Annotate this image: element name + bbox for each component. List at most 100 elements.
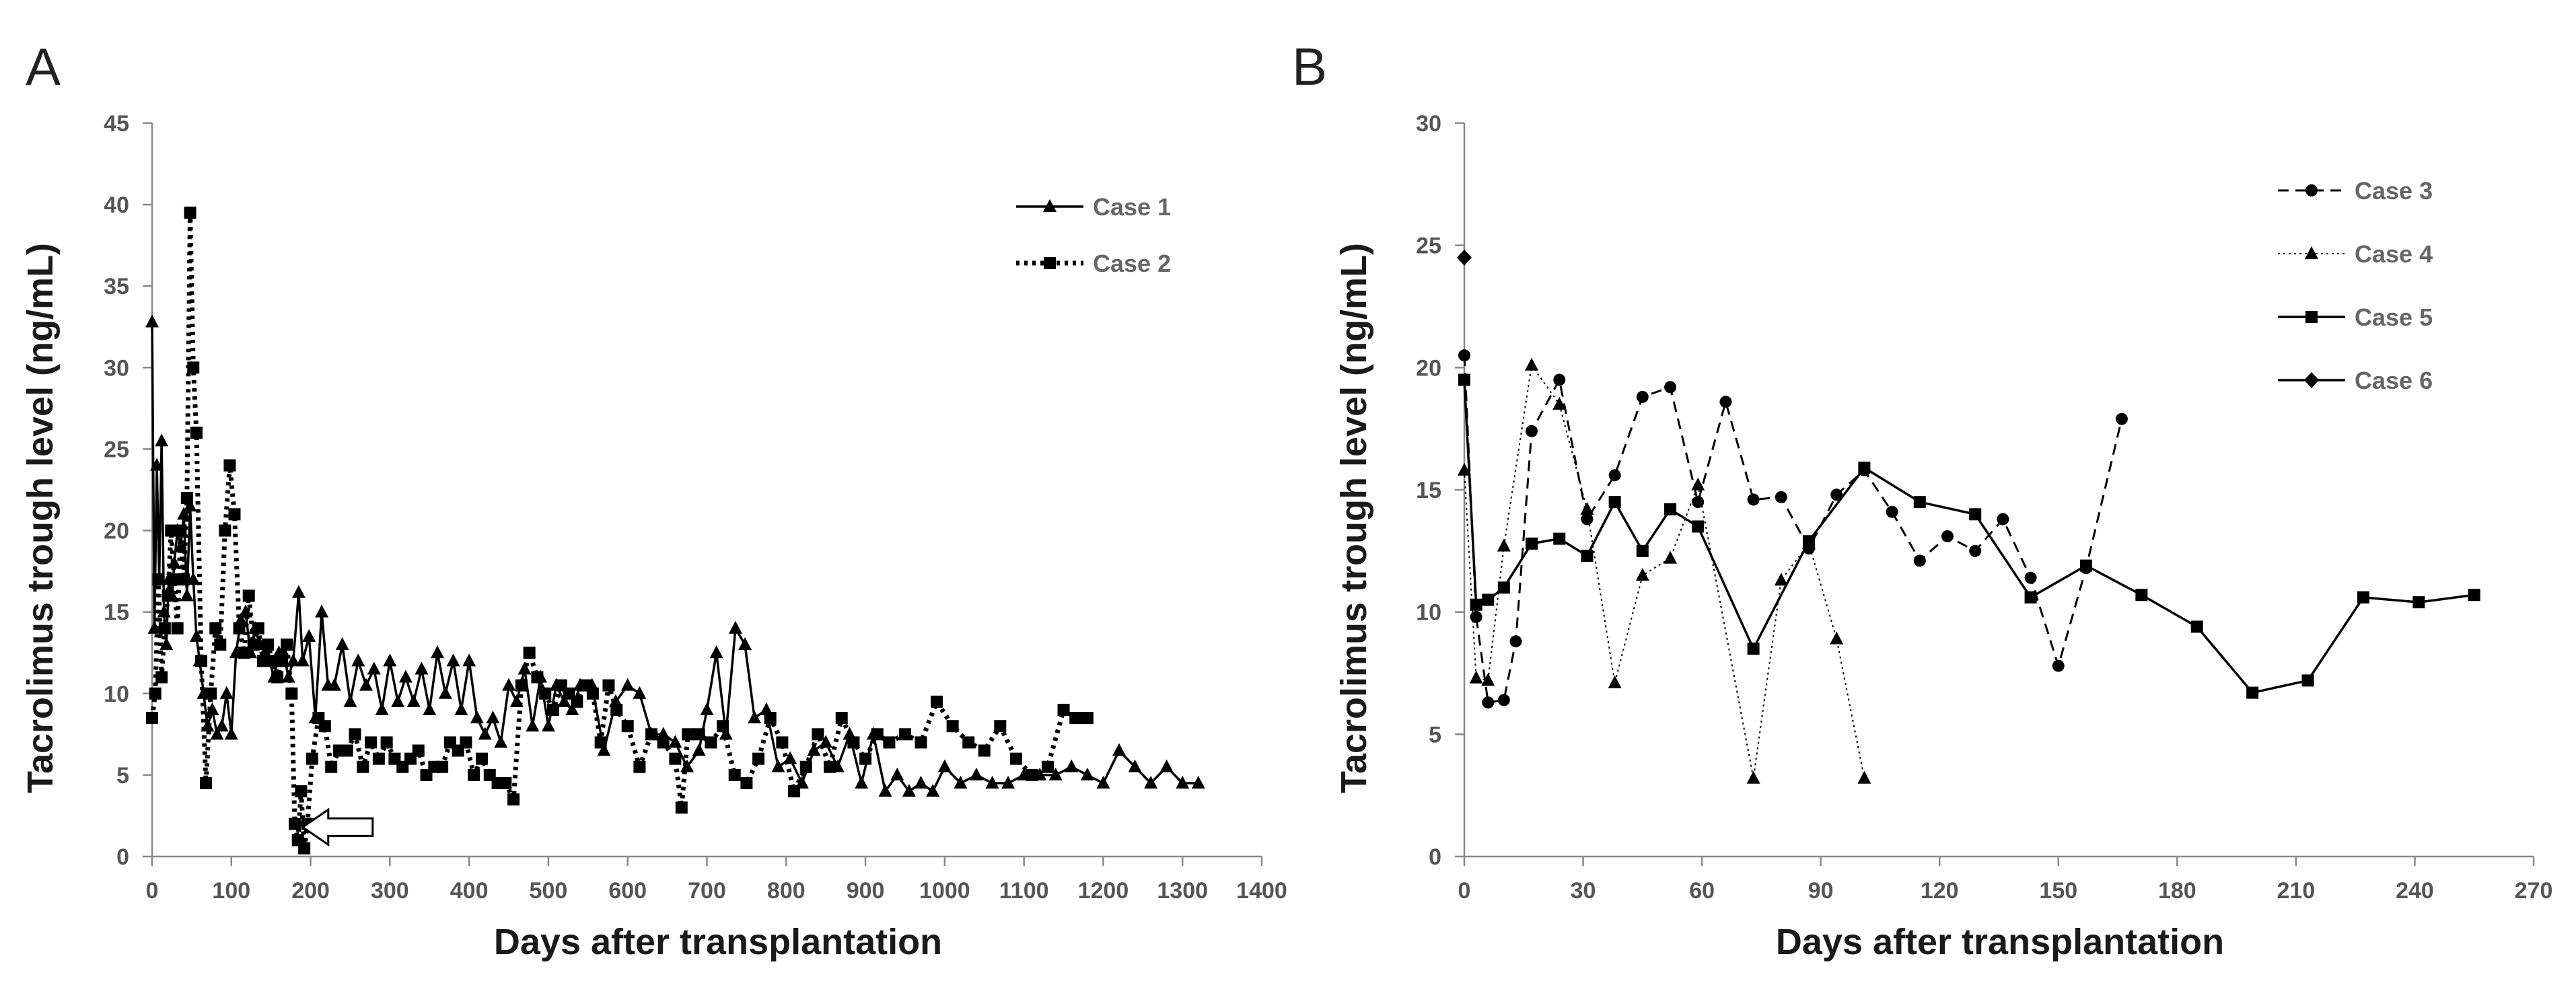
panel-a-series-case-2-point (1057, 704, 1070, 716)
panel-a-series-case-2-point (306, 752, 318, 765)
panel-a-series-case-2-point (171, 622, 184, 634)
panel-a-legend-case-2: Case 2 (1016, 250, 1171, 277)
panel-a-series-case-2-point (812, 728, 824, 741)
panel-a-series-case-2-point (871, 728, 884, 741)
panel-a-series-case-1-point (327, 678, 341, 691)
panel-b-series-case-5-point (2246, 686, 2259, 699)
panel-a-series-case-1-point (335, 637, 349, 651)
panel-a-series-case-2-point (252, 622, 264, 634)
panel-a-x-tick-label: 1100 (999, 878, 1049, 904)
panel-a-series-case-1-point (926, 784, 940, 797)
panel-a-series-case-2-point (776, 736, 789, 749)
panel-a-series-case-1-point (1112, 743, 1126, 756)
panel-a-y-tick-label: 20 (104, 519, 129, 544)
panel-a-series-case-1-point (597, 743, 611, 756)
panel-a-series-case-2-point (1041, 760, 1054, 773)
panel-a-legend-case-1: Case 1 (1016, 193, 1171, 221)
panel-b-y-tick-label: 0 (1429, 844, 1441, 870)
panel-a-series-case-1 (145, 314, 1205, 797)
panel-a-x-tick-label: 400 (450, 878, 489, 904)
panel-a-series-case-1-point (719, 727, 733, 740)
panel-a-x-tick-label: 800 (767, 878, 806, 904)
panel-b-series-case-3-point (1913, 554, 1926, 567)
panel-a-series-case-2-point (412, 744, 425, 757)
panel-a-y-axis-title: Tacrolimus trough level (ng/mL) (20, 243, 61, 793)
panel-b-series-case-4-point (1469, 670, 1483, 684)
panel-a-y-tick-label: 5 (116, 763, 129, 789)
panel-a-series-case-1-point (517, 661, 532, 675)
panel-b-legend-case-3-label: Case 3 (2355, 177, 2433, 205)
panel-b-y-axis-title: Tacrolimus trough level (ng/mL) (1334, 243, 1374, 793)
panel-b-series-case-3-point (1747, 493, 1760, 506)
panel-a-series-case-2-point (247, 639, 260, 651)
panel-a-series-case-2-point (174, 524, 187, 537)
panel-a-series-case-2-point (219, 524, 231, 537)
panel-b-series-case-3-point (1692, 496, 1705, 509)
panel-a-series-case-1-point (728, 620, 742, 634)
panel-a-series-case-2-point (318, 720, 331, 733)
panel-a-series-case-2-point (380, 736, 393, 749)
panel-b-series-case-5-point (1692, 520, 1705, 533)
panel-a-series-case-2-point (184, 207, 196, 219)
panel-a-series-case-1-point (205, 702, 219, 715)
panel-b-series-case-5-point (2301, 674, 2314, 687)
panel-a-x-tick-label: 900 (847, 878, 885, 904)
panel-b-series-case-3-point (1941, 530, 1954, 543)
panel-a-series-case-2-point (155, 671, 168, 684)
panel-a-series-case-1-point (431, 645, 445, 659)
panel-a-series-case-1-point (383, 653, 397, 667)
panel-a-series-case-1-point (937, 759, 952, 772)
panel-a-series-case-2-point (285, 687, 298, 700)
panel-b-series-case-3-point (1497, 694, 1510, 706)
panel-a-series-case-2-point (675, 801, 688, 814)
panel-a-series-case-2-point (788, 785, 801, 798)
panel-a-series-case-2-point (365, 736, 378, 749)
panel-a-series-case-2-point (349, 728, 361, 741)
panel-a-series-case-2-point (298, 842, 311, 854)
panel-b-legend-case-3-marker (2305, 184, 2318, 196)
panel-a-series-case-2-point (1026, 768, 1038, 781)
panel-b-series-case-5-point (1636, 544, 1649, 557)
panel-a-x-tick-label: 500 (530, 878, 568, 904)
panel-a-series-case-2-point (223, 459, 236, 472)
panel-b-series-case-3-point (1458, 349, 1470, 362)
panel-a-series-case-2-point (168, 573, 180, 586)
panel-a-series-case-2-point (931, 695, 943, 708)
panel-a-series-case-1-point (1128, 759, 1142, 772)
panel-a-series-case-1-point (502, 678, 516, 691)
panel-a-series-case-1-point (1191, 776, 1205, 789)
panel-a-series-case-1-point (315, 604, 329, 618)
panel-a-series-case-1-point (902, 784, 916, 797)
panel-a-series-case-1-point (343, 694, 357, 707)
panel-a-series-case-1-point (1080, 767, 1094, 780)
panel-a-series-case-2-point (233, 622, 246, 634)
panel-a-series-case-1-point (985, 776, 999, 789)
panel-a-series-case-1-point (147, 620, 162, 634)
panel-a-series-case-1-point (890, 767, 904, 780)
panel-a-series-case-1-point (406, 694, 421, 707)
panel-b-series-case-4-point (1746, 770, 1760, 784)
panel-b-series-case-4-point (1774, 573, 1788, 586)
panel-a-series-case-2-point (824, 760, 836, 773)
panel-b-series-case-5-point (1526, 537, 1538, 550)
panel-a-series-case-1-point (557, 694, 571, 707)
panel-a-series-case-1-point (145, 314, 159, 328)
panel-a-series-case-2-point (460, 736, 472, 749)
panel-a-series-case-1-point (478, 727, 492, 740)
panel-a-series-case-2-point (586, 687, 599, 700)
panel-b-legend-case-5: Case 5 (2278, 303, 2433, 331)
panel-a-series-case-2-point (1009, 752, 1022, 765)
panel-a-x-tick-label: 1400 (1236, 878, 1287, 904)
panel-a-x-tick-label: 0 (146, 878, 159, 904)
panel-a-series-case-1-point (526, 719, 540, 732)
panel-b-series-case-5-point (2412, 596, 2425, 609)
panel-a-series-case-1-point (855, 776, 869, 789)
panel-a-series-case-2-point (266, 655, 279, 667)
panel-a-series-case-1-point (446, 653, 460, 667)
panel-a-series-case-2-point (898, 728, 911, 741)
panel-b-series-case-4-point (1497, 538, 1511, 552)
panel-b-series-case-3-point (1636, 390, 1649, 403)
panel-a-series-case-2-point (152, 573, 165, 586)
panel-b-series-case-3-point (1509, 635, 1522, 648)
